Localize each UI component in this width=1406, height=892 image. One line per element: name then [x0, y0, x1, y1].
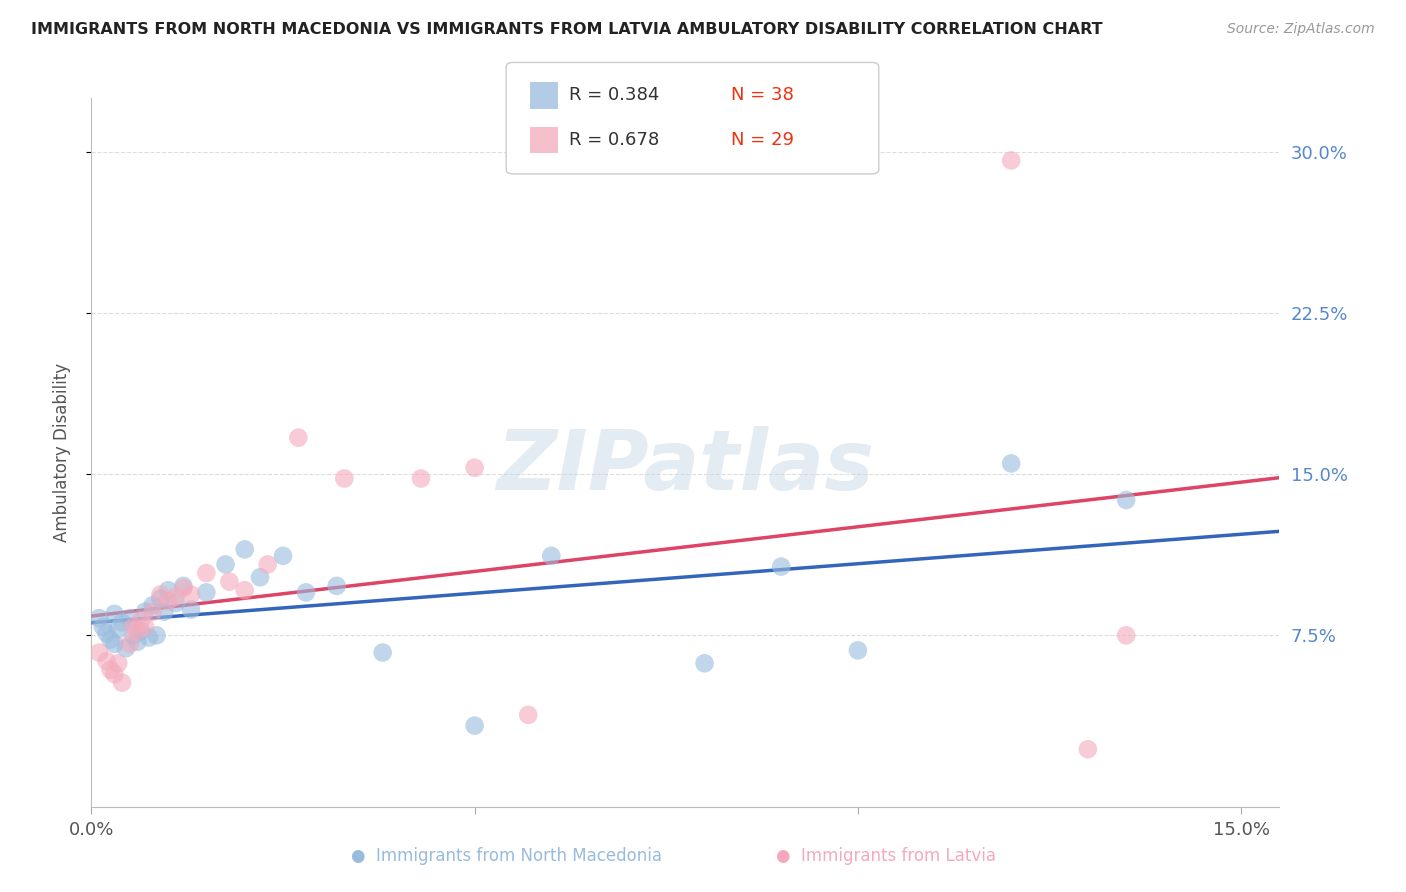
Point [91, 620, 114, 634]
Point [464, 460, 486, 475]
Point [129, 624, 152, 638]
Point [693, 657, 716, 671]
Point [107, 622, 129, 636]
Point [127, 624, 149, 638]
Point [249, 570, 271, 584]
Point [96, 626, 118, 640]
Point [233, 542, 256, 557]
Text: N = 29: N = 29 [731, 131, 794, 149]
Point [165, 590, 187, 604]
Point [172, 581, 194, 595]
Point [195, 585, 218, 599]
Text: R = 0.384: R = 0.384 [569, 87, 659, 104]
Point [127, 635, 149, 649]
Text: R = 0.678: R = 0.678 [569, 131, 659, 149]
Point [100, 632, 122, 647]
Point [371, 646, 394, 660]
Point [138, 631, 160, 645]
Point [1000, 457, 1022, 471]
Point [145, 628, 167, 642]
Point [180, 588, 202, 602]
Point [129, 613, 152, 627]
Point [111, 615, 134, 630]
Point [540, 549, 562, 563]
Point [325, 579, 347, 593]
Point [111, 675, 134, 690]
Point [172, 579, 194, 593]
Point [464, 718, 486, 732]
Point [195, 566, 218, 580]
Point [256, 558, 278, 572]
Point [165, 596, 187, 610]
Point [846, 643, 869, 657]
Point [96, 654, 118, 668]
Point [103, 607, 125, 621]
Point [142, 599, 165, 613]
Point [100, 663, 122, 677]
Point [142, 605, 165, 619]
Point [1077, 742, 1099, 756]
Point [122, 620, 145, 634]
Point [134, 605, 156, 619]
Point [218, 574, 240, 589]
Point [1115, 628, 1137, 642]
Point [333, 471, 356, 485]
Point [271, 549, 294, 563]
Point [118, 637, 141, 651]
Point [87, 646, 110, 660]
Point [180, 602, 202, 616]
Point [122, 628, 145, 642]
Point [770, 559, 793, 574]
Point [517, 707, 540, 722]
Point [409, 471, 432, 485]
Point [287, 431, 309, 445]
Point [295, 585, 318, 599]
Point [157, 583, 180, 598]
Point [1115, 492, 1137, 507]
Point [149, 588, 172, 602]
Text: ●  Immigrants from Latvia: ● Immigrants from Latvia [776, 847, 995, 865]
Point [233, 583, 256, 598]
Text: Source: ZipAtlas.com: Source: ZipAtlas.com [1227, 22, 1375, 37]
Text: ZIPatlas: ZIPatlas [496, 426, 875, 508]
Point [107, 657, 129, 671]
Point [157, 594, 180, 608]
Point [214, 558, 236, 572]
Text: ●  Immigrants from North Macedonia: ● Immigrants from North Macedonia [350, 847, 662, 865]
Point [134, 620, 156, 634]
Text: IMMIGRANTS FROM NORTH MACEDONIA VS IMMIGRANTS FROM LATVIA AMBULATORY DISABILITY : IMMIGRANTS FROM NORTH MACEDONIA VS IMMIG… [31, 22, 1102, 37]
Point [149, 591, 172, 606]
Point [153, 605, 176, 619]
Text: N = 38: N = 38 [731, 87, 794, 104]
Point [87, 611, 110, 625]
Point [103, 667, 125, 681]
Y-axis label: Ambulatory Disability: Ambulatory Disability [52, 363, 70, 542]
Point [103, 637, 125, 651]
Point [118, 611, 141, 625]
Point [115, 641, 138, 656]
Point [1000, 153, 1022, 168]
